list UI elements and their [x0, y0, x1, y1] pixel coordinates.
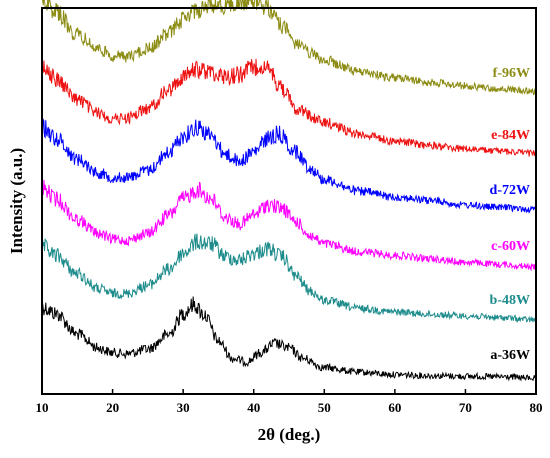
x-tick-label-30: 30	[177, 400, 190, 415]
x-tick-label-10: 10	[36, 400, 49, 415]
series-line-a-36W	[41, 296, 536, 382]
x-ticks-group: 10 20 30 40 50 60 70 80	[36, 389, 543, 415]
series-line-d-72W	[41, 117, 536, 214]
series-label-a-36W: a-36W	[490, 348, 530, 363]
plot-frame	[41, 7, 537, 395]
x-axis-title: 2θ (deg.)	[258, 425, 321, 444]
series-line-c-60W	[41, 179, 537, 272]
x-tick-label-20: 20	[106, 400, 119, 415]
x-tick-label-60: 60	[388, 400, 401, 415]
series-line-b-48W	[41, 233, 536, 323]
series-labels-group: a-36W b-48W c-60W d-72W e-84W f-96W	[490, 66, 530, 363]
series-label-b-48W: b-48W	[490, 293, 530, 308]
series-label-e-84W: e-84W	[491, 128, 530, 143]
series-label-d-72W: d-72W	[490, 183, 530, 198]
x-tick-label-40: 40	[247, 400, 260, 415]
x-tick-label-50: 50	[318, 400, 331, 415]
series-line-f-96W	[42, 0, 537, 96]
series-label-f-96W: f-96W	[493, 66, 530, 81]
curves-group	[41, 0, 537, 382]
series-label-c-60W: c-60W	[491, 239, 530, 254]
series-line-e-84W	[41, 58, 537, 157]
x-tick-label-70: 70	[459, 400, 472, 415]
y-axis-title: Intensity (a.u.)	[7, 148, 26, 254]
x-tick-label-80: 80	[530, 400, 543, 415]
